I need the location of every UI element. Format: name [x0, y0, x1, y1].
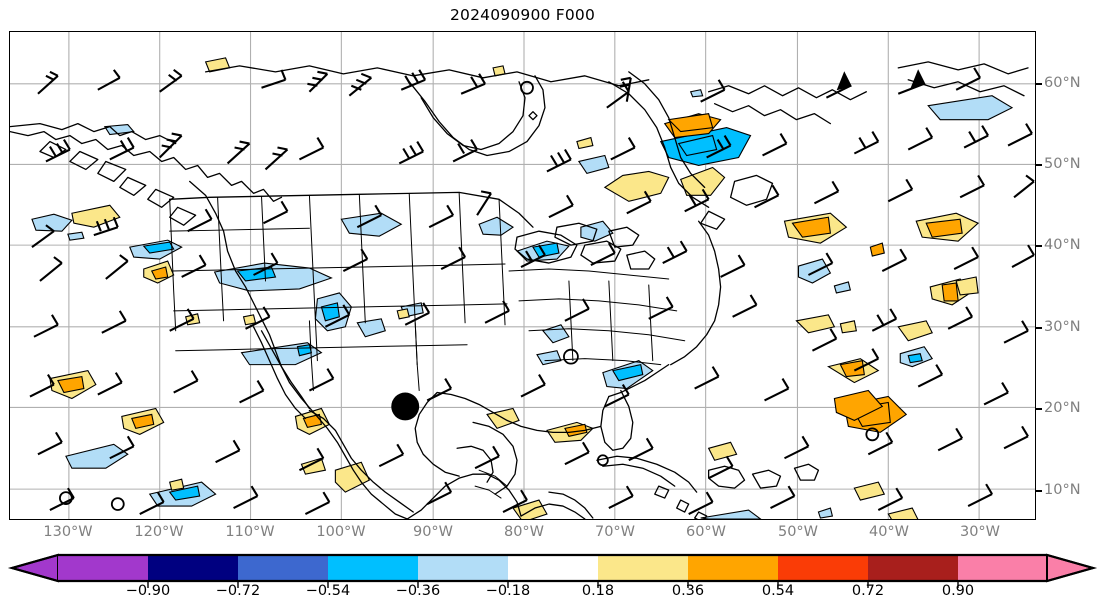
- colorbar-band: [58, 555, 148, 581]
- colorbar-canvas: [7, 553, 1098, 588]
- point-marker: [391, 392, 420, 421]
- lon-tick-130w: 130°W: [43, 524, 93, 540]
- lat-tick-40n: 40°N: [1044, 237, 1081, 253]
- colorbar-tick-label: −0.90: [125, 583, 171, 599]
- lon-tick-100w: 100°W: [316, 524, 366, 540]
- map-coastlines: [10, 61, 1029, 519]
- colorbar-tick-label: −0.54: [305, 583, 351, 599]
- colorbar-band: [958, 555, 1047, 581]
- colorbar[interactable]: −0.90 −0.72 −0.54 −0.36 −0.18 0.18 0.36 …: [0, 548, 1105, 615]
- colorbar-outline: [7, 553, 1098, 583]
- colorbar-band: [508, 555, 598, 581]
- colorbar-band: [688, 555, 778, 581]
- colorbar-tick-label: −0.18: [485, 583, 531, 599]
- map-canvas: [10, 32, 1035, 519]
- axis-tick-mark: [1036, 408, 1042, 410]
- colorbar-band: [148, 555, 238, 581]
- colorbar-ticks: [147, 581, 959, 588]
- axis-tick-mark: [1036, 327, 1042, 329]
- colorbar-tick-label: −0.36: [395, 583, 441, 599]
- colorbar-tick-label: 0.54: [761, 583, 795, 599]
- colorbar-band: [238, 555, 328, 581]
- map-plot-area[interactable]: [9, 31, 1036, 520]
- page-title: 2024090900 F000: [449, 6, 596, 24]
- colorbar-under-arrow: [8, 553, 59, 583]
- lon-tick-30w: 30°W: [959, 524, 1001, 540]
- axis-tick-mark: [1036, 83, 1042, 85]
- axis-tick-mark: [1036, 245, 1042, 247]
- lat-tick-60n: 60°N: [1044, 75, 1081, 91]
- lon-tick-110w: 110°W: [225, 524, 275, 540]
- colorbar-tick-label: 0.18: [581, 583, 615, 599]
- lon-tick-60w: 60°W: [685, 524, 727, 540]
- colorbar-over-arrow: [1046, 553, 1097, 583]
- lat-tick-30n: 30°N: [1044, 319, 1081, 335]
- colorbar-tick-label: 0.90: [941, 583, 975, 599]
- colorbar-band: [598, 555, 688, 581]
- colorbar-band: [328, 555, 418, 581]
- colorbar-band: [778, 555, 868, 581]
- lat-tick-20n: 20°N: [1044, 400, 1081, 416]
- wind-barbs: [29, 67, 1035, 515]
- colorbar-band: [418, 555, 508, 581]
- colorbar-band: [868, 555, 958, 581]
- lat-tick-50n: 50°N: [1044, 156, 1081, 172]
- lon-tick-90w: 90°W: [412, 524, 454, 540]
- colorbar-tick-label: 0.36: [671, 583, 705, 599]
- colorbar-tick-label: −0.72: [215, 583, 261, 599]
- lon-tick-50w: 50°W: [777, 524, 819, 540]
- lon-tick-70w: 70°W: [594, 524, 636, 540]
- colorbar-tick-label: 0.72: [851, 583, 885, 599]
- axis-tick-mark: [1036, 490, 1042, 492]
- lon-tick-40w: 40°W: [868, 524, 910, 540]
- lon-tick-120w: 120°W: [134, 524, 184, 540]
- filled-contour-patches: [31, 57, 1014, 519]
- lon-tick-80w: 80°W: [503, 524, 545, 540]
- lat-tick-10n: 10°N: [1044, 482, 1081, 498]
- axis-tick-mark: [1036, 164, 1042, 166]
- calm-wind-circles: [59, 80, 880, 511]
